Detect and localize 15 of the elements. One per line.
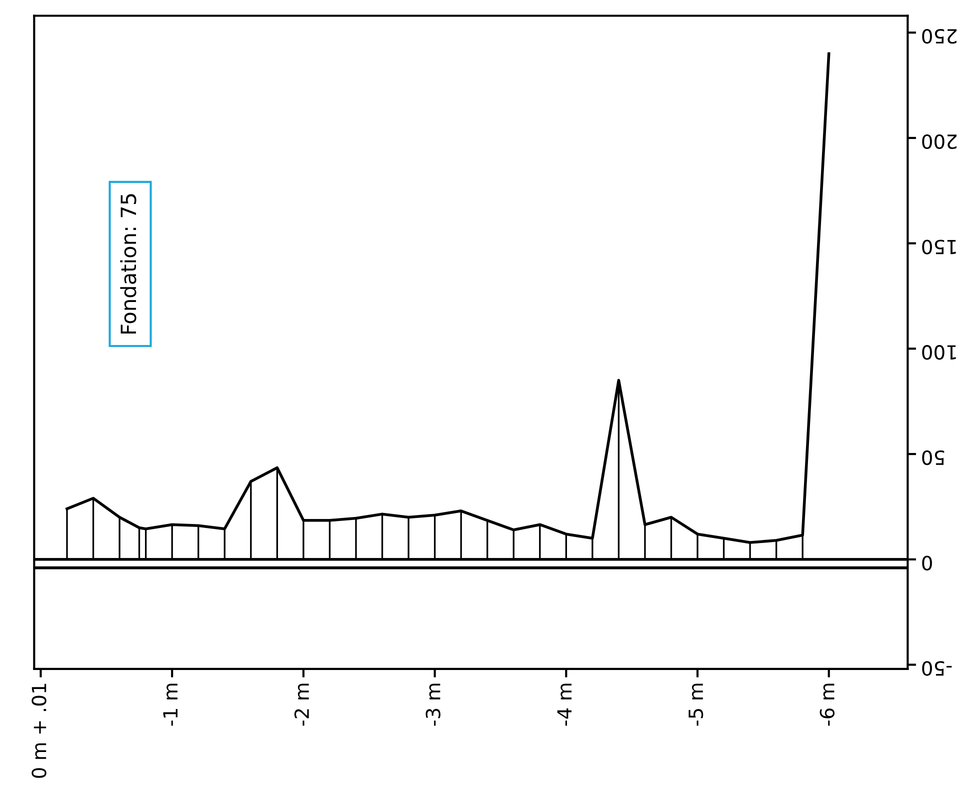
x-tick-label: -6 m <box>820 684 835 726</box>
y-tick-label: 200 <box>922 134 957 150</box>
y-tick-label: 150 <box>922 240 956 254</box>
x-tick-label: -2 m <box>294 684 309 726</box>
x-tick-label: 0 m + .01 <box>32 684 46 778</box>
x-tick-label: -3 m <box>426 684 440 726</box>
y-tick-label: 100 <box>922 345 956 360</box>
x-tick-label: -4 m <box>557 684 572 726</box>
y-tick-label: 250 <box>922 28 957 44</box>
annotation: Fondation: 75 <box>120 194 136 334</box>
x-tick-label: -1 m <box>163 684 178 726</box>
x-tick-label: -5 m <box>688 684 704 726</box>
y-tick-label: 50 <box>922 450 944 466</box>
y-tick-label: 0 <box>922 556 932 570</box>
y-tick-label: -50 <box>922 661 952 676</box>
